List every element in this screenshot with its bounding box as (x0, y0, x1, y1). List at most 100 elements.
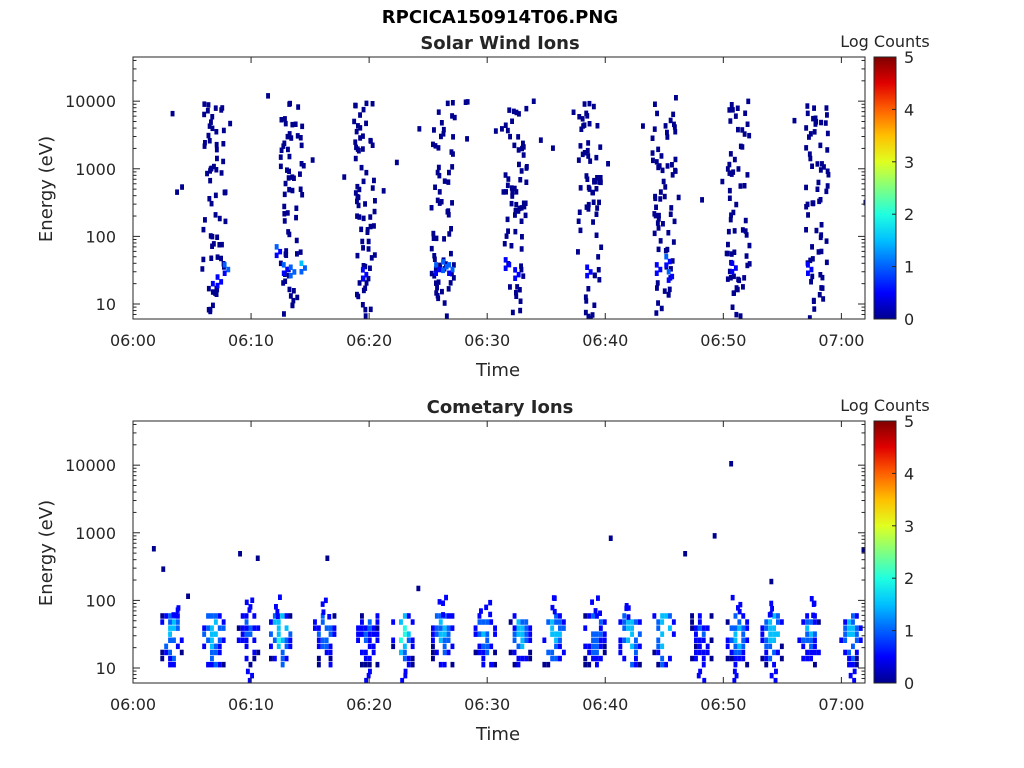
heatmap-cell (626, 637, 631, 643)
heatmap-cell (369, 255, 374, 261)
heatmap-cell (594, 232, 599, 238)
heatmap-cell (728, 275, 733, 281)
heatmap-cell (256, 625, 261, 631)
heatmap-cell-strong (215, 274, 220, 280)
heatmap-cell (360, 619, 364, 625)
heatmap-cell (637, 619, 642, 625)
heatmap-cell (493, 649, 497, 656)
heatmap-cell (591, 219, 595, 225)
heatmap-cell (863, 199, 865, 206)
heatmap-cell (444, 594, 448, 601)
heatmap-cell (520, 637, 525, 643)
heatmap-cell (432, 253, 437, 259)
heatmap-cell (367, 637, 372, 643)
heatmap-cell (446, 208, 451, 214)
heatmap-cell-strong (503, 257, 508, 263)
colorbar-tick-label: 1 (904, 622, 914, 641)
heatmap-cell (594, 186, 599, 192)
heatmap-cell (279, 147, 284, 153)
heatmap-cell (450, 625, 455, 631)
heatmap-cell (596, 595, 600, 601)
heatmap-cell (820, 285, 825, 291)
heatmap-cell (364, 100, 369, 107)
heatmap-cell (519, 205, 524, 211)
heatmap-cell (598, 643, 603, 650)
heatmap-cell (228, 120, 233, 127)
heatmap-cell (493, 631, 497, 637)
heatmap-cell (213, 105, 218, 111)
heatmap-cell (285, 210, 290, 216)
heatmap-cell (438, 625, 443, 631)
heatmap-cell (598, 631, 603, 637)
heatmap-cell-strong (437, 266, 442, 273)
heatmap-cell (223, 218, 228, 225)
heatmap-cell (252, 637, 257, 643)
heatmap-cell (630, 631, 634, 637)
heatmap-cell (598, 179, 603, 186)
solar-wind-colorbar-label: Log Counts (840, 32, 930, 51)
heatmap-cell-strong (441, 267, 445, 274)
heatmap-cell (733, 613, 738, 619)
heatmap-cell (742, 275, 747, 281)
heatmap-cell (465, 136, 469, 142)
colorbar-tick-label: 3 (904, 517, 914, 536)
heatmap-cell (510, 309, 515, 316)
heatmap-cell (726, 241, 730, 248)
heatmap-cell (630, 619, 634, 625)
heatmap-cell (207, 138, 212, 144)
heatmap-cell (809, 655, 813, 662)
heatmap-cell (854, 661, 859, 668)
heatmap-cell (399, 619, 403, 625)
heatmap-cell (656, 661, 661, 668)
heatmap-cell-strong (585, 264, 590, 270)
heatmap-cell (168, 655, 172, 662)
heatmap-cell (207, 123, 212, 129)
heatmap-cell (360, 625, 364, 631)
heatmap-cell (618, 643, 623, 650)
heatmap-cell (732, 290, 736, 296)
heatmap-cell (280, 661, 285, 668)
heatmap-cell (217, 242, 222, 248)
heatmap-cell (520, 655, 525, 662)
heatmap-cell (670, 258, 675, 264)
heatmap-cell (450, 113, 454, 119)
heatmap-cell (284, 637, 289, 643)
heatmap-cell (510, 189, 515, 196)
heatmap-cell (160, 655, 165, 662)
y-tick-label: 10 (96, 659, 116, 678)
heatmap-cell (521, 273, 526, 279)
heatmap-cell-strong (654, 270, 659, 276)
heatmap-cell (473, 631, 478, 637)
heatmap-cell (437, 599, 442, 605)
heatmap-cell (205, 108, 210, 114)
heatmap-cell (812, 129, 817, 135)
heatmap-cell (851, 655, 855, 662)
heatmap-cell (602, 619, 607, 625)
heatmap-cell (808, 257, 813, 264)
heatmap-cell (634, 619, 638, 625)
heatmap-cell (656, 225, 661, 231)
heatmap-cell (516, 134, 521, 140)
heatmap-cell (694, 655, 698, 662)
heatmap-cell (854, 637, 859, 643)
heatmap-cell (670, 172, 675, 178)
heatmap-cell (667, 286, 672, 293)
heatmap-cell (818, 167, 823, 173)
heatmap-cell (365, 229, 370, 235)
heatmap-cell (441, 126, 446, 133)
heatmap-cell (591, 631, 595, 637)
heatmap-cell (669, 266, 673, 272)
heatmap-cell (244, 631, 249, 637)
heatmap-cell (804, 184, 808, 191)
heatmap-cell (733, 649, 738, 656)
heatmap-cell (583, 643, 588, 650)
heatmap-cell (622, 637, 627, 643)
heatmap-cell (210, 643, 214, 650)
heatmap-cell (665, 134, 670, 140)
heatmap-cell (812, 306, 817, 312)
heatmap-cell (772, 661, 776, 668)
heatmap-cell (446, 637, 451, 643)
heatmap-cell-strong (585, 272, 590, 279)
heatmap-cell (221, 127, 226, 134)
heatmap-cell (366, 238, 371, 245)
